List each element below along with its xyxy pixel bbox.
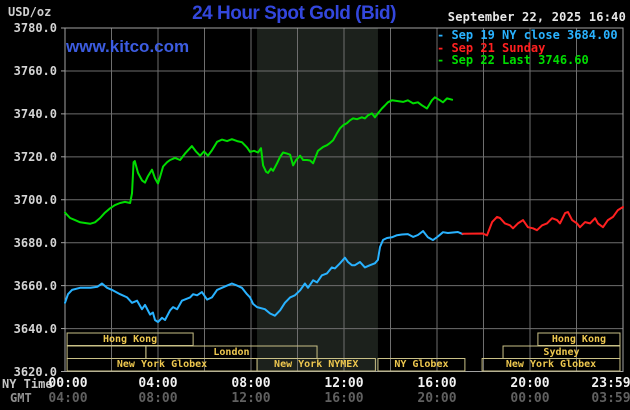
y-tick-label: 3680.0 (13, 235, 57, 250)
y-tick-label: 3760.0 (13, 63, 57, 78)
x-tick-label-gmt: 16:00 (324, 390, 364, 406)
x-tick-label-ny: 23:59 (591, 376, 630, 391)
legend-item: - Sep 21 Sunday (437, 40, 546, 55)
x-tick-label-gmt: 08:00 (138, 390, 178, 406)
y-tick-label: 3740.0 (13, 106, 57, 121)
y-tick-label: 3780.0 (13, 21, 57, 35)
x-tick-label-ny: 12:00 (324, 376, 364, 391)
x-tick-label-gmt: 03:59 (591, 390, 630, 406)
chart-legend: - Sep 19 NY close 3684.00- Sep 21 Sunday… (437, 29, 618, 67)
x-tick-label-ny: 04:00 (138, 376, 178, 391)
y-tick-label: 3640.0 (13, 321, 57, 336)
x-tick-label-gmt: 12:00 (231, 390, 271, 406)
session-label: London (213, 346, 250, 358)
session-label: Sydney (543, 346, 580, 358)
y-axis-units-label: USD/oz (8, 5, 52, 19)
price-line-sep-19 (64, 230, 464, 324)
session-label: NY Globex (394, 359, 449, 370)
y-tick-label: 3620.0 (13, 364, 57, 379)
y-tick-label: 3700.0 (13, 192, 57, 207)
chart-timestamp: September 22, 2025 16:40 (447, 10, 626, 24)
legend-item: - Sep 19 NY close 3684.00 (437, 28, 618, 42)
y-tick-label: 3660.0 (13, 278, 57, 293)
session-box (481, 358, 621, 372)
x-tick-label-ny: 20:00 (510, 376, 550, 391)
session-box (377, 358, 466, 372)
session-label: New York Globex (505, 359, 597, 370)
x-tick-label-gmt: 00:00 (510, 390, 550, 406)
session-label: New York Globex (116, 359, 208, 370)
x-tick-label-ny: 00:00 (48, 376, 88, 391)
session-box (256, 358, 376, 372)
page-title: 24 Hour Spot Gold (Bid) (192, 3, 396, 24)
session-box (66, 345, 147, 359)
kitco-watermark: www.kitco.com (66, 37, 190, 56)
x-tick-label-gmt: 04:00 (48, 390, 88, 406)
y-tick-label: 3720.0 (13, 149, 57, 164)
session-label: Hong Kong (102, 333, 158, 345)
ny-time-axis-label: NY Time (2, 377, 53, 391)
gmt-axis-label: GMT (10, 391, 32, 405)
price-line-sep-21 (461, 206, 624, 237)
session-label: Hong Kong (551, 333, 607, 345)
x-tick-label-gmt: 20:00 (417, 390, 457, 406)
legend-item: - Sep 22 Last 3746.60 (437, 53, 589, 68)
x-tick-label-ny: 08:00 (231, 376, 271, 391)
session-label: New York NYMEX (274, 359, 359, 370)
price-line-sep-22 (64, 96, 454, 225)
x-tick-label-ny: 16:00 (417, 376, 457, 391)
